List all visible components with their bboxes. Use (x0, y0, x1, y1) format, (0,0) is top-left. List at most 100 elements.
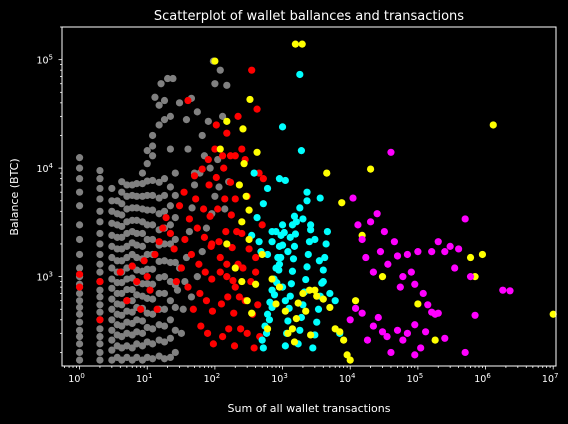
scatter-point (307, 331, 315, 339)
scatter-point (393, 252, 402, 260)
scatter-point (96, 277, 104, 286)
scatter-point (177, 329, 186, 337)
scatter-point (303, 197, 311, 205)
scatter-point (204, 155, 212, 164)
scatter-point (311, 235, 319, 244)
scatter-point (302, 307, 310, 315)
scatter-point (421, 328, 430, 336)
scatter-point (75, 164, 84, 172)
scatter-point (358, 235, 366, 244)
scatter-point (123, 307, 131, 315)
scatter-point (223, 273, 231, 281)
scatter-point (319, 277, 327, 286)
scatter-point (292, 315, 300, 323)
scatter-point (148, 191, 157, 200)
scatter-point (315, 257, 323, 265)
y-tick-label: 103 (36, 271, 53, 284)
scatter-point (239, 125, 247, 133)
scatter-point (75, 188, 84, 196)
scatter-point (195, 260, 203, 268)
scatter-point (245, 245, 253, 253)
scatter-point (118, 332, 126, 341)
scatter-point (133, 277, 141, 286)
scatter-point (253, 105, 261, 113)
scatter-point (148, 152, 157, 160)
scatter-point (128, 285, 136, 294)
scatter-point (133, 353, 141, 362)
scatter-point (133, 316, 141, 324)
scatter-point (155, 289, 163, 298)
scatter-point (225, 325, 233, 333)
scatter-point (278, 123, 287, 131)
scatter-point (75, 175, 84, 183)
scatter-point (387, 348, 395, 357)
scatter-point (399, 336, 407, 344)
scatter-point (75, 235, 84, 244)
scatter-point (331, 297, 339, 305)
scatter-point (316, 194, 324, 202)
scatter-point (171, 303, 179, 312)
scatter-point (265, 316, 274, 324)
y-tick-label: 104 (36, 162, 53, 175)
scatter-point (259, 175, 267, 183)
scatter-point (198, 131, 206, 140)
scatter-point (96, 325, 104, 333)
scatter-point (193, 224, 201, 232)
scatter-point (96, 340, 104, 348)
scatter-point (369, 322, 377, 330)
scatter-point (184, 96, 192, 105)
scatter-point (157, 80, 165, 88)
scatter-point (75, 318, 84, 326)
y-axis-label: Balance (BTC) (8, 158, 21, 235)
scatter-point (431, 336, 439, 344)
scatter-point (155, 178, 163, 186)
scatter-point (75, 202, 84, 210)
scatter-point (290, 242, 299, 250)
scatter-point (133, 180, 141, 188)
scatter-point (108, 284, 116, 292)
scatter-point (118, 233, 126, 241)
x-tick-label: 105 (407, 372, 424, 385)
scatter-point (219, 152, 227, 160)
scatter-point (414, 300, 422, 308)
scatter-point (108, 253, 116, 262)
scatter-point (138, 317, 147, 325)
scatter-point (319, 266, 327, 274)
scatter-point (219, 332, 227, 341)
scatter-point (383, 332, 391, 341)
scatter-point (155, 210, 163, 218)
plot-frame (61, 26, 557, 367)
scatter-point (211, 192, 219, 200)
scatter-point (230, 342, 239, 350)
scatter-point (223, 240, 231, 248)
scatter-point (380, 228, 388, 236)
scatter-point (223, 81, 231, 89)
scatter-point (187, 250, 196, 259)
scatter-point (203, 329, 212, 337)
scatter-point (143, 273, 151, 281)
scatter-point (451, 264, 459, 272)
scatter-point (123, 253, 131, 262)
scatter-point (166, 334, 174, 342)
x-tick-label: 100 (68, 372, 85, 385)
scatter-point (252, 253, 260, 262)
scatter-point (245, 206, 253, 214)
scatter-point (118, 279, 126, 287)
scatter-point (211, 57, 219, 65)
scatter-point (376, 248, 385, 256)
scatter-point (138, 169, 147, 177)
scatter-point (214, 155, 222, 164)
scatter-point (143, 235, 151, 244)
scatter-point (184, 145, 192, 153)
plot-area (75, 40, 557, 364)
scatter-point (268, 228, 276, 236)
scatter-point (160, 338, 169, 346)
scatter-point (299, 289, 307, 298)
scatter-point (96, 250, 104, 259)
scatter-point (311, 286, 319, 294)
scatter-point (323, 169, 331, 177)
scatter-point (108, 336, 116, 344)
scatter-point (155, 273, 163, 282)
scatter-point (461, 215, 469, 223)
scatter-point (263, 310, 272, 318)
